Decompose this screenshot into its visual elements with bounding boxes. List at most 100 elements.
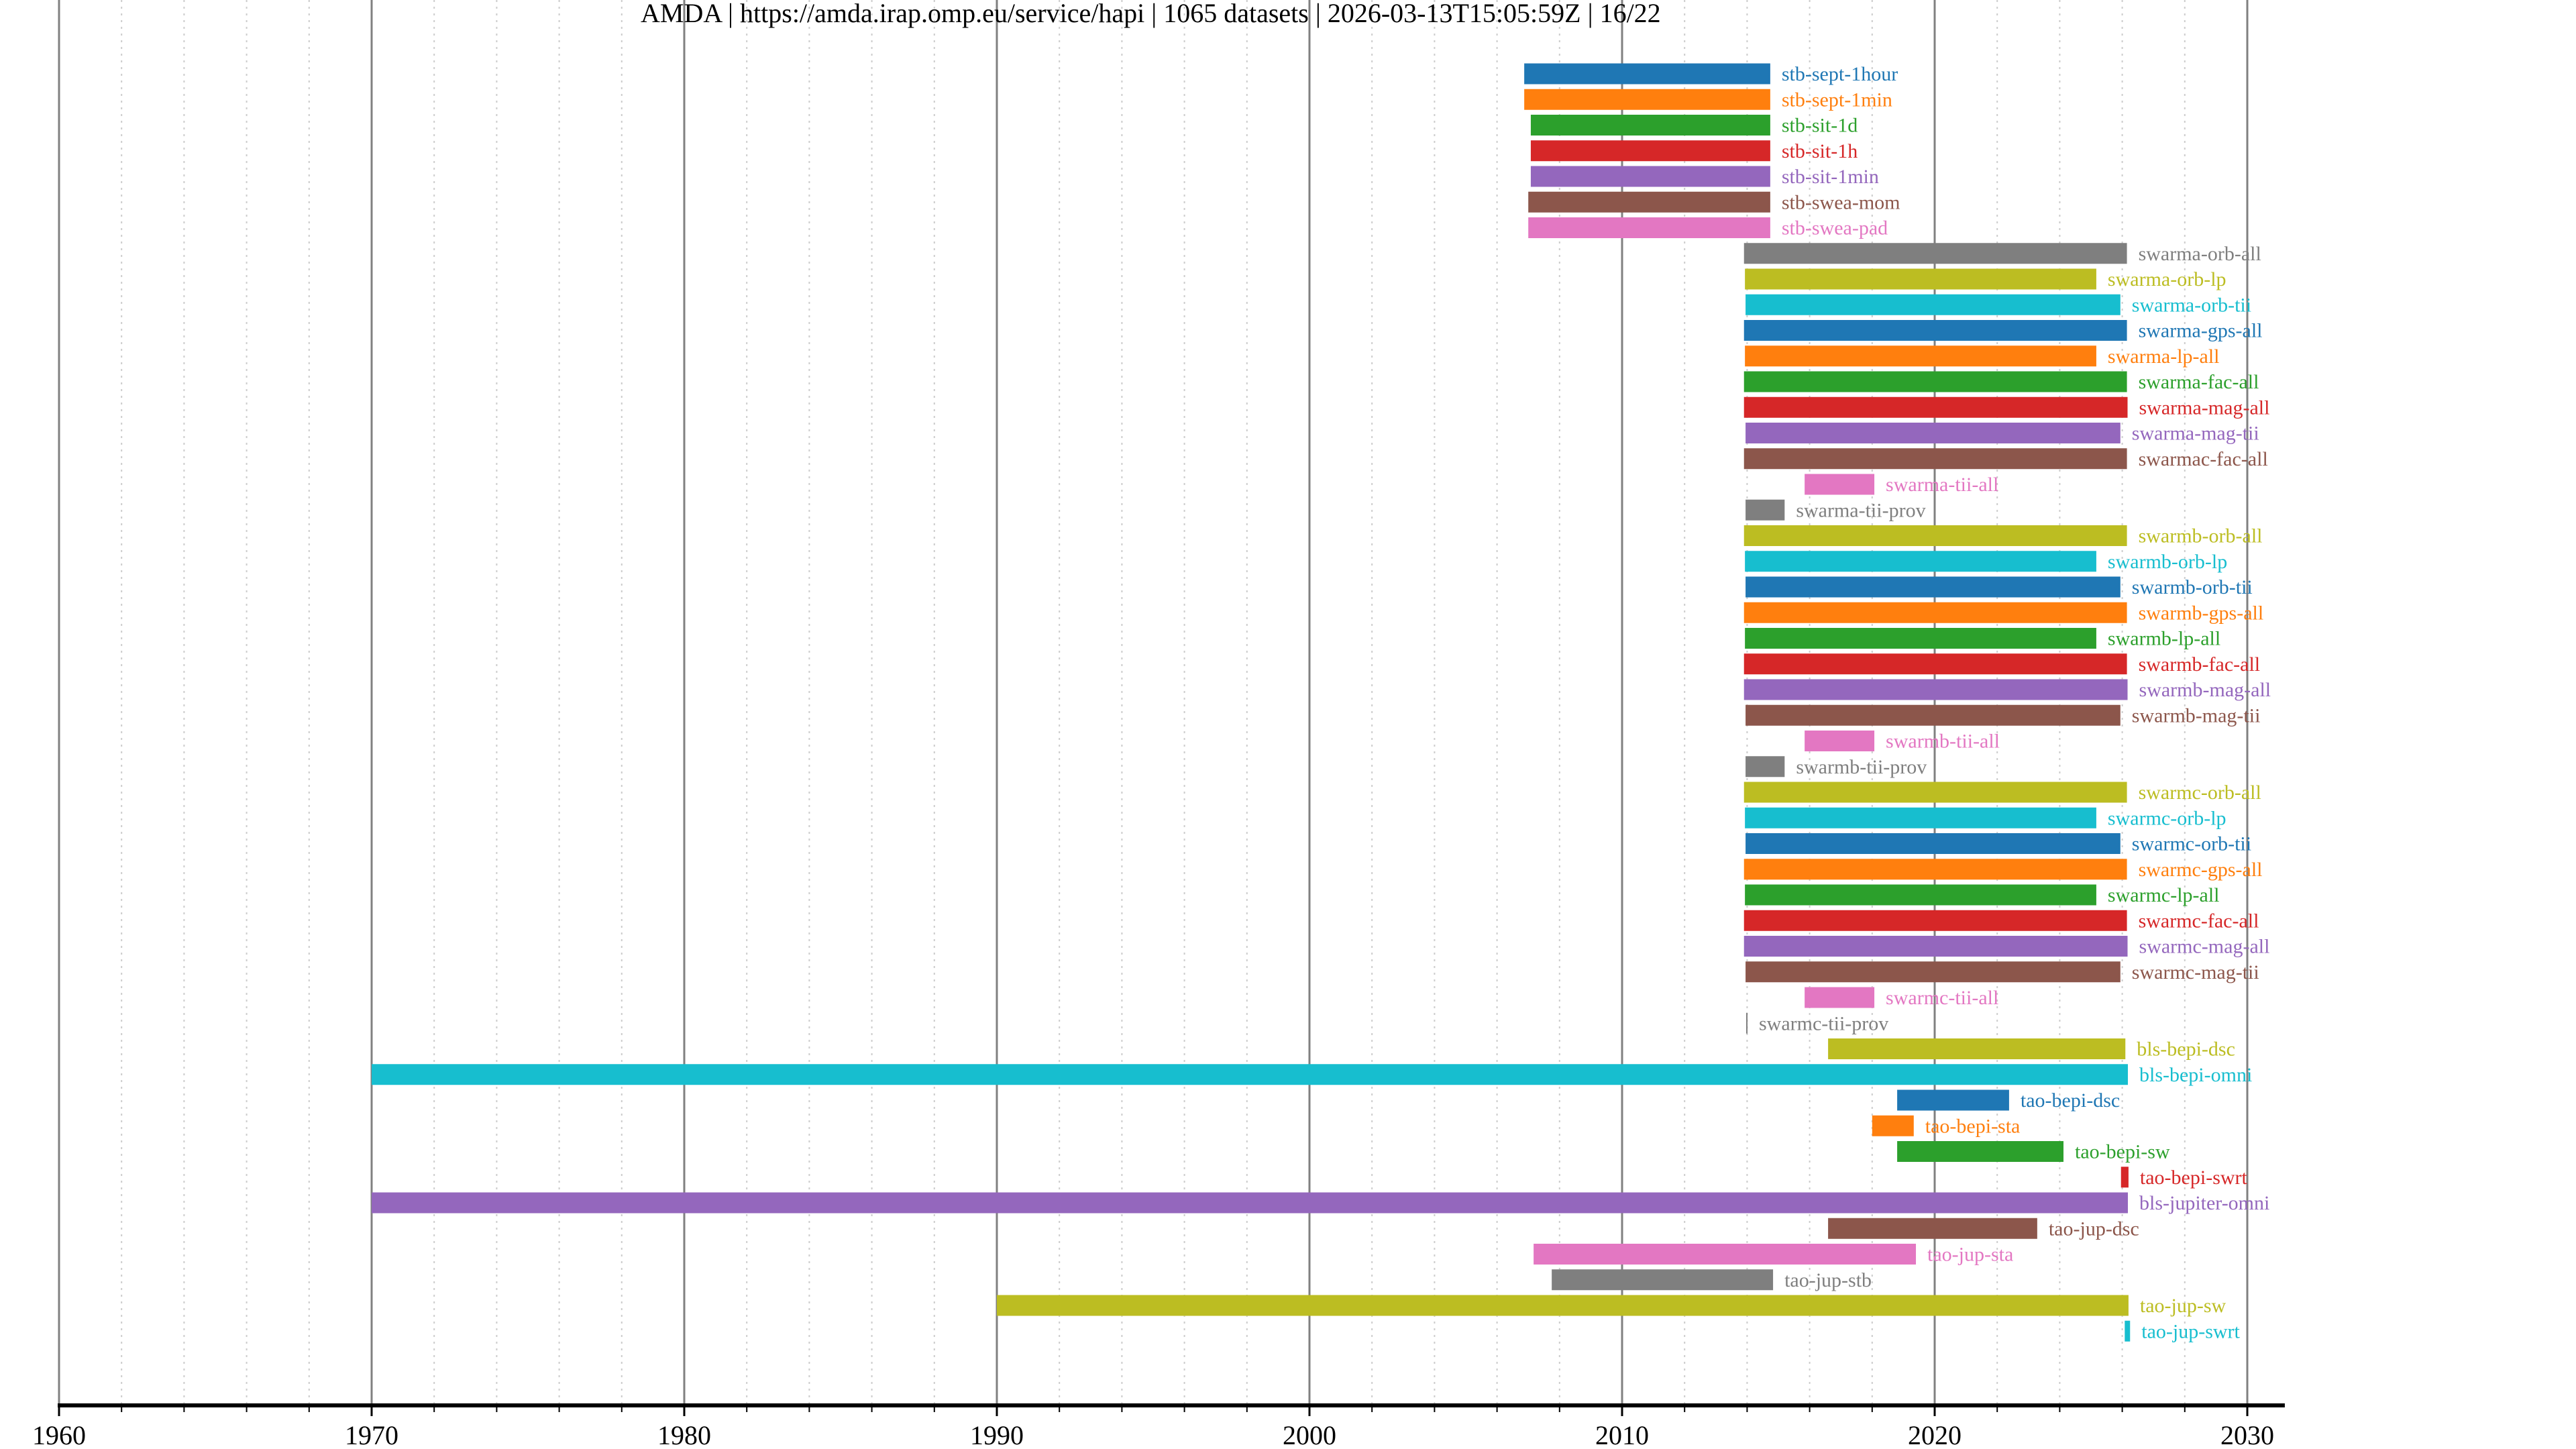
dataset-bar[interactable] [1746,833,2121,854]
dataset-label: swarmc-mag-tii [2132,961,2259,983]
dataset-bar[interactable] [1746,576,2121,598]
dataset-label: tao-bepi-dsc [2021,1089,2120,1112]
dataset-bar[interactable] [1534,1244,1917,1265]
dataset-label: tao-bepi-sw [2075,1141,2170,1163]
dataset-bar[interactable] [1743,320,2127,341]
dataset-bar[interactable] [1530,166,1770,187]
dataset-bar[interactable] [1743,396,2128,418]
dataset-label: swarma-mag-all [2139,396,2270,419]
dataset-bar[interactable] [2121,1167,2129,1188]
dataset-label: swarmb-fac-all [2139,653,2261,676]
dataset-label: tao-bepi-sta [1925,1115,2021,1137]
dataset-label: swarma-tii-all [1886,474,1998,496]
dataset-bar[interactable] [997,1295,2129,1316]
dataset-bar[interactable] [1530,140,1770,162]
dataset-label: swarmc-mag-all [2139,936,2270,958]
dataset-label: tao-jup-sta [1927,1244,2013,1266]
dataset-label: stb-swea-pad [1782,217,1888,239]
dataset-bar[interactable] [1743,653,2127,675]
dataset-bar[interactable] [1746,756,1785,777]
dataset-bar[interactable] [1745,268,2096,290]
dataset-bar[interactable] [372,1192,2128,1214]
dataset-label: bls-bepi-omni [2139,1064,2252,1086]
dataset-bar[interactable] [1745,551,2096,572]
dataset-bar[interactable] [1528,217,1770,238]
dataset-label: swarmb-mag-all [2139,679,2271,701]
dataset-bar[interactable] [1743,243,2127,264]
dataset-bar[interactable] [1524,63,1770,85]
dataset-bar[interactable] [1743,936,2128,957]
dataset-bar[interactable] [1746,423,2121,443]
dataset-bar[interactable] [1743,602,2127,623]
dataset-bar[interactable] [1805,474,1875,495]
dataset-bar[interactable] [1528,191,1770,213]
dataset-label: swarmb-mag-tii [2132,704,2261,727]
dataset-bar[interactable] [1743,910,2127,931]
dataset-bar[interactable] [1743,859,2127,880]
x-axis: 1960 1970 1980 1990 2000 2010 2020 2030 [32,1403,2285,1449]
chart-title: AMDA | https://amda.irap.omp.eu/service/… [641,0,1661,28]
dataset-label: swarmb-orb-tii [2132,576,2253,598]
dataset-bar[interactable] [1828,1038,2126,1059]
dataset-bar[interactable] [1745,345,2096,367]
dataset-bar[interactable] [1746,294,2121,315]
dataset-label: stb-sept-1hour [1782,63,1898,85]
dataset-bar[interactable] [1828,1218,2037,1239]
dataset-bar[interactable] [1872,1115,1914,1136]
dataset-label: tao-bepi-swrt [2140,1167,2248,1189]
x-tick-label: 2000 [1283,1420,1336,1449]
dataset-label: tao-jup-dsc [2049,1218,2139,1240]
dataset-label: tao-jup-sw [2140,1295,2226,1317]
dataset-bar[interactable] [1524,89,1770,110]
dataset-bar[interactable] [1746,704,2121,726]
dataset-bar[interactable] [1805,987,1875,1008]
dataset-bar[interactable] [2125,1320,2131,1342]
dataset-bar[interactable] [1745,628,2096,649]
dataset-bar[interactable] [1805,731,1875,751]
dataset-label: swarmc-lp-all [2108,884,2220,906]
dataset-label: bls-bepi-dsc [2137,1038,2235,1061]
dataset-label: stb-sit-1h [1782,140,1858,162]
x-tick-label: 1970 [345,1420,398,1449]
dataset-label: tao-jup-stb [1784,1269,1872,1291]
dataset-bar[interactable] [1745,807,2096,828]
x-tick-label: 1980 [657,1420,711,1449]
bar-labels-layer: stb-sept-1hour stb-sept-1min stb-sit-1d stb… [1759,63,2271,1342]
dataset-label: swarma-mag-tii [2132,423,2259,445]
dataset-label: swarma-fac-all [2139,371,2259,393]
dataset-label: swarmb-orb-all [2139,525,2263,547]
x-tick-label: 2020 [1908,1420,1962,1449]
dataset-bar[interactable] [1745,884,2096,906]
dataset-bar[interactable] [1746,961,2121,983]
dataset-bar[interactable] [1552,1269,1774,1291]
dataset-label: swarmc-fac-all [2139,910,2259,932]
dataset-bar[interactable] [1746,499,1785,521]
dataset-bar[interactable] [1897,1089,2009,1111]
dataset-label: swarma-gps-all [2139,320,2263,342]
dataset-label: swarma-tii-prov [1796,499,1925,521]
dataset-label: bls-jupiter-omni [2139,1192,2269,1214]
dataset-label: tao-jup-swrt [2141,1320,2240,1342]
dataset-label: swarma-orb-tii [2132,294,2251,316]
dataset-bar[interactable] [1897,1141,2063,1162]
dataset-label: stb-sit-1min [1782,166,1879,188]
dataset-bar[interactable] [1743,371,2127,392]
dataset-label: swarma-orb-lp [2108,268,2226,290]
dataset-bar[interactable] [1746,1012,1748,1034]
dataset-label: swarma-lp-all [2108,345,2220,368]
dataset-label: swarmb-tii-all [1886,731,2000,753]
dataset-label: swarmc-tii-prov [1759,1012,1888,1034]
dataset-bar[interactable] [1743,782,2127,803]
dataset-label: swarmb-orb-lp [2108,551,2227,573]
dataset-bar[interactable] [372,1064,2128,1085]
dataset-label: swarmb-lp-all [2108,628,2220,650]
dataset-bar[interactable] [1743,679,2128,700]
dataset-bar[interactable] [1530,115,1770,136]
dataset-bar[interactable] [1743,448,2127,470]
x-tick-label: 1960 [32,1420,86,1449]
dataset-bar[interactable] [1743,525,2127,546]
x-tick-label: 2030 [2220,1420,2274,1449]
dataset-label: swarmb-gps-all [2139,602,2264,624]
dataset-label: swarmc-orb-lp [2108,807,2226,829]
